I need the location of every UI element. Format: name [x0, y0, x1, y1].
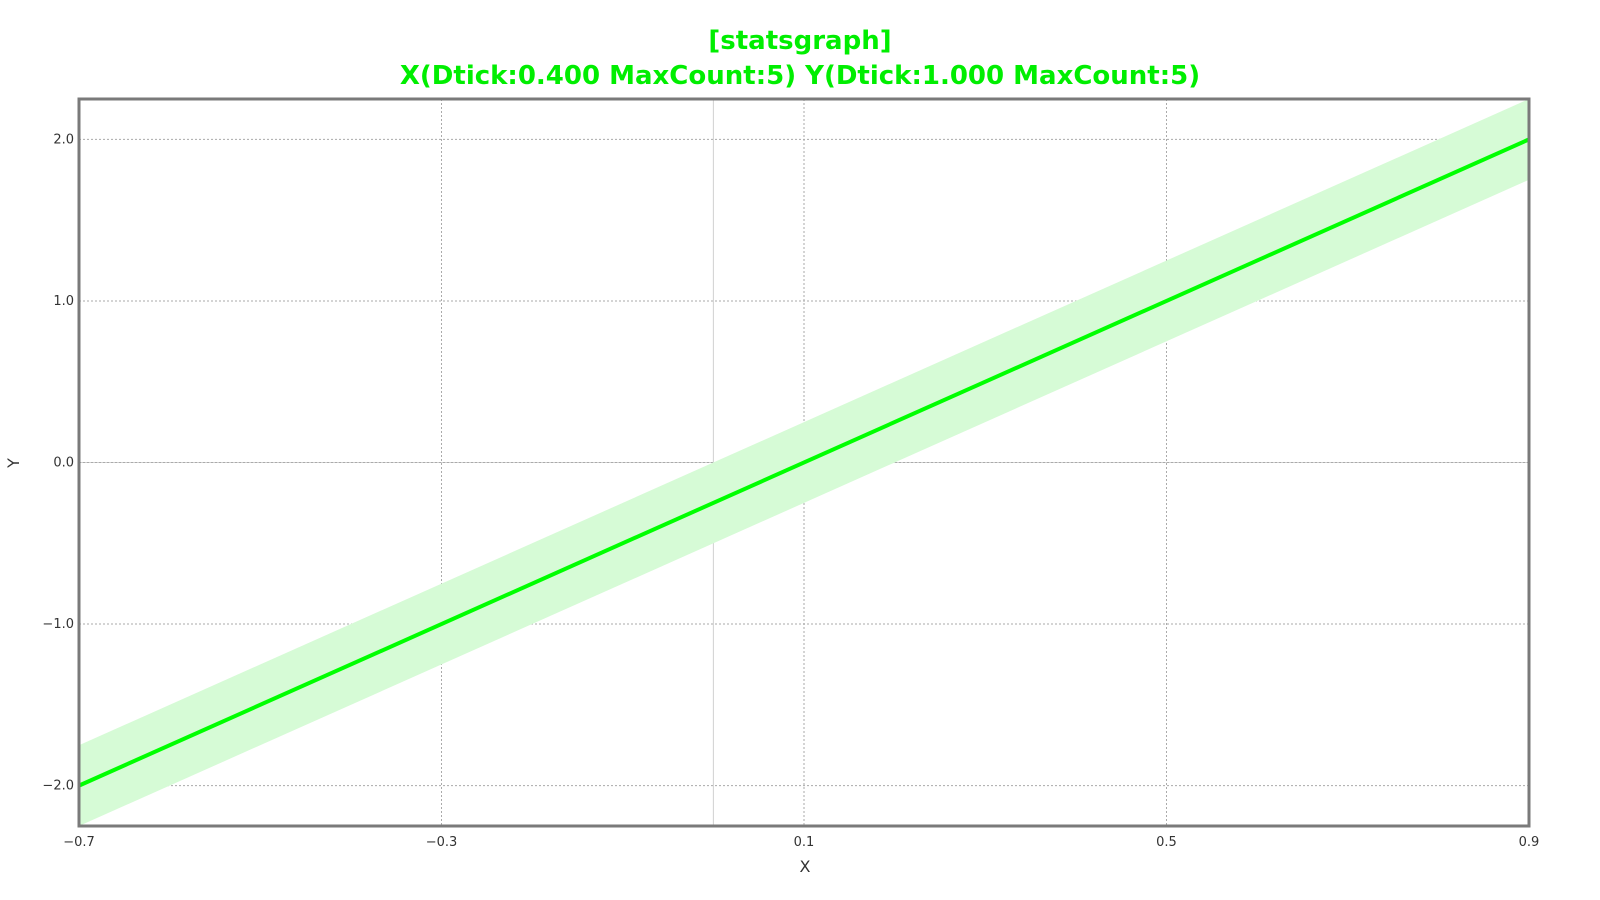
x-tick-label: −0.3	[426, 835, 458, 850]
y-axis-title: Y	[4, 458, 23, 469]
x-tick-label: −0.7	[63, 835, 95, 850]
plot-frame	[77, 97, 1531, 828]
y-tick-label: −2.0	[42, 779, 74, 794]
y-tick-label: 2.0	[53, 132, 74, 147]
y-tick-label: 0.0	[53, 456, 74, 471]
chart-subtitle: X(Dtick:0.400 MaxCount:5) Y(Dtick:1.000 …	[400, 61, 1200, 91]
x-tick-label: 0.5	[1156, 835, 1177, 850]
x-axis-title: X	[800, 857, 811, 876]
y-tick-label: 1.0	[53, 294, 74, 309]
y-tick-label: −1.0	[42, 617, 74, 632]
plot-area: −0.7 −0.3 0.1 0.5 0.9 −2.0 −1.0 0.0 1.0 2.0	[42, 97, 1540, 850]
chart-title: [statsgraph]	[708, 26, 891, 56]
series-line	[79, 137, 1529, 788]
x-tick-label: 0.9	[1519, 835, 1540, 850]
x-tick-label: 0.1	[794, 835, 815, 850]
